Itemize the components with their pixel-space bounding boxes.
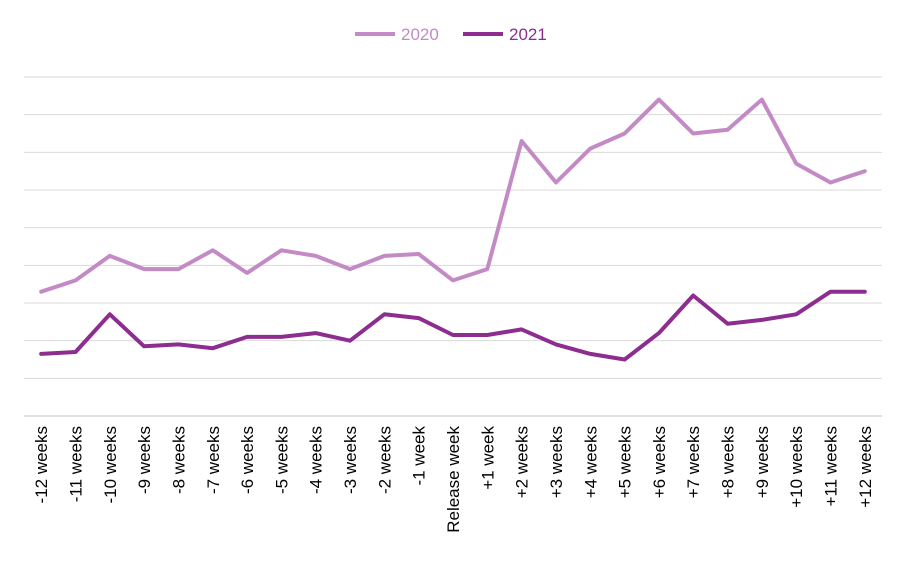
x-tick-label: Release week [444, 426, 463, 533]
x-tick-label: +10 weeks [787, 426, 806, 508]
x-tick-label: +7 weeks [684, 426, 703, 498]
series-line-2020 [41, 100, 865, 292]
x-tick-label: -5 weeks [272, 426, 291, 494]
x-tick-label: -8 weeks [169, 426, 188, 494]
x-tick-label: -12 weeks [32, 426, 51, 503]
x-tick-label: -1 week [410, 426, 429, 486]
x-tick-label: +11 weeks [822, 426, 841, 506]
x-tick-label: -6 weeks [238, 426, 257, 494]
legend: 2020 2021 [355, 25, 547, 44]
gridlines [24, 77, 882, 416]
x-tick-label: +4 weeks [581, 426, 600, 498]
x-tick-label: -11 weeks [66, 426, 85, 502]
x-tick-label: -3 weeks [341, 426, 360, 494]
x-tick-label: +2 weeks [513, 426, 532, 498]
legend-label-2021: 2021 [509, 25, 547, 44]
legend-label-2020: 2020 [401, 25, 439, 44]
x-tick-label: +12 weeks [856, 426, 875, 508]
series-line-2021 [41, 292, 865, 360]
series-lines [41, 100, 865, 360]
x-tick-label: +3 weeks [547, 426, 566, 498]
x-tick-label: -4 weeks [307, 426, 326, 494]
x-tick-label: -10 weeks [101, 426, 120, 503]
x-tick-label: +5 weeks [616, 426, 635, 498]
x-tick-label: +8 weeks [719, 426, 738, 498]
x-tick-label: +9 weeks [753, 426, 772, 498]
x-tick-label: -7 weeks [204, 426, 223, 494]
x-tick-label: -9 weeks [135, 426, 154, 494]
x-tick-label: +6 weeks [650, 426, 669, 498]
x-axis: -12 weeks -11 weeks -10 weeks -9 weeks -8 we… [32, 426, 875, 533]
x-tick-label: -2 weeks [375, 426, 394, 494]
x-tick-label: +1 week [478, 426, 497, 490]
